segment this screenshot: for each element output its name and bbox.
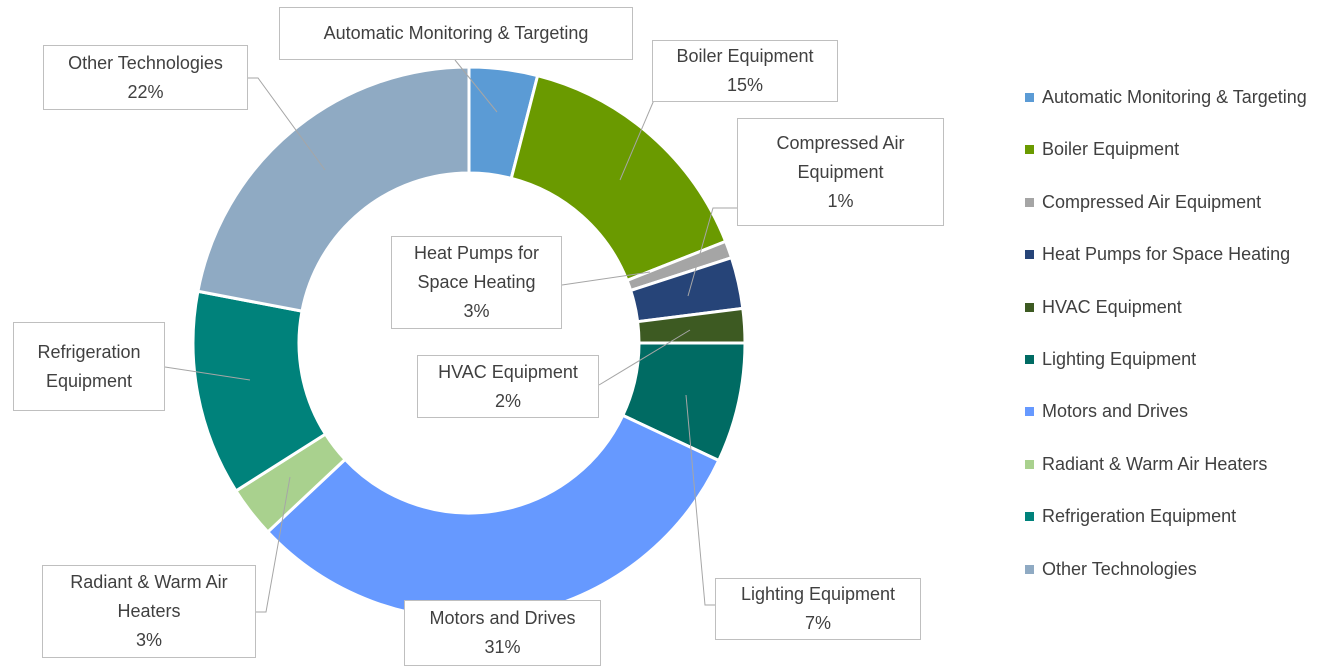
label-name: Automatic Monitoring & Targeting [323,23,589,43]
label-name: Lighting Equipment [740,584,896,604]
legend-entry: Heat Pumps for Space Heating [1025,241,1315,267]
legend-text: Refrigeration Equipment [1042,506,1237,527]
data-label: Boiler Equipment 15% [652,40,838,102]
legend-text: Boiler Equipment [1042,139,1180,160]
legend-swatch [1025,407,1034,417]
leader-line [619,99,655,181]
legend-text: Automatic Monitoring & Targeting [1042,87,1307,107]
data-label: Refrigeration Equipment [13,322,165,411]
label-name: Other Technologies [68,52,223,73]
legend-text: Heat Pumps for Space Heating [1042,244,1291,265]
legend-entry: Boiler Equipment [1025,136,1315,162]
label-name: Refrigeration Equipment [37,341,141,391]
legend-text: HVAC Equipment [1042,296,1182,317]
legend-entry: HVAC Equipment [1025,294,1315,320]
leader-line [248,77,326,171]
label-value: 7% [804,613,831,633]
legend-swatch [1025,145,1034,155]
data-label: Automatic Monitoring & Targeting [279,7,633,60]
donut-slice [265,413,721,621]
data-label: Lighting Equipment 7% [715,578,921,640]
data-label: Motors and Drives 31% [404,600,601,666]
label-name: Motors and Drives [429,608,576,628]
label-name: Compressed Air Equipment [776,132,905,182]
leader-line [256,476,291,613]
legend-swatch [1025,197,1034,207]
label-value: 22% [127,81,164,102]
leader-line [164,366,251,381]
legend-swatch [1025,459,1034,469]
label-name: Boiler Equipment [676,46,814,66]
legend-swatch [1025,93,1034,102]
donut-slice [196,65,471,313]
label-value: 2% [494,390,521,411]
label-value: 3% [463,301,490,321]
label-value: 1% [827,190,854,211]
legend-swatch [1025,302,1034,312]
leader-line [685,394,715,606]
leader-line [561,271,651,286]
legend-entry: Lighting Equipment [1025,346,1315,372]
legend-entry: Other Technologies [1025,556,1315,582]
legend-entry: Motors and Drives [1025,398,1315,424]
legend-swatch [1025,250,1034,260]
label-value: 31% [484,637,521,657]
legend-text: Compressed Air Equipment [1042,191,1262,212]
data-label: Other Technologies 22% [43,45,248,110]
label-value: 15% [726,75,764,95]
data-label: Radiant & Warm Air Heaters 3% [42,565,256,658]
legend-swatch [1025,512,1034,522]
data-label: Heat Pumps for Space Heating 3% [391,236,562,329]
leader-line [598,329,691,386]
legend-swatch [1025,355,1034,364]
legend-entry: Radiant & Warm Air Heaters [1025,451,1315,477]
legend-swatch [1025,564,1034,574]
legend-text: Radiant & Warm Air Heaters [1042,453,1268,474]
label-name: HVAC Equipment [438,361,578,382]
legend-entry: Refrigeration Equipment [1025,503,1315,529]
leader-line [687,207,737,297]
data-label: Compressed Air Equipment 1% [737,118,944,226]
leader-line [454,59,498,113]
legend-text: Lighting Equipment [1042,349,1197,369]
legend-text: Other Technologies [1042,558,1197,579]
label-name: Radiant & Warm Air Heaters [70,572,228,621]
label-name: Heat Pumps for Space Heating [413,243,540,292]
label-value: 3% [135,630,162,650]
data-label: HVAC Equipment 2% [417,355,599,418]
legend-entry: Compressed Air Equipment [1025,189,1315,215]
legend-text: Motors and Drives [1042,401,1189,422]
legend-entry: Automatic Monitoring & Targeting [1025,84,1315,110]
